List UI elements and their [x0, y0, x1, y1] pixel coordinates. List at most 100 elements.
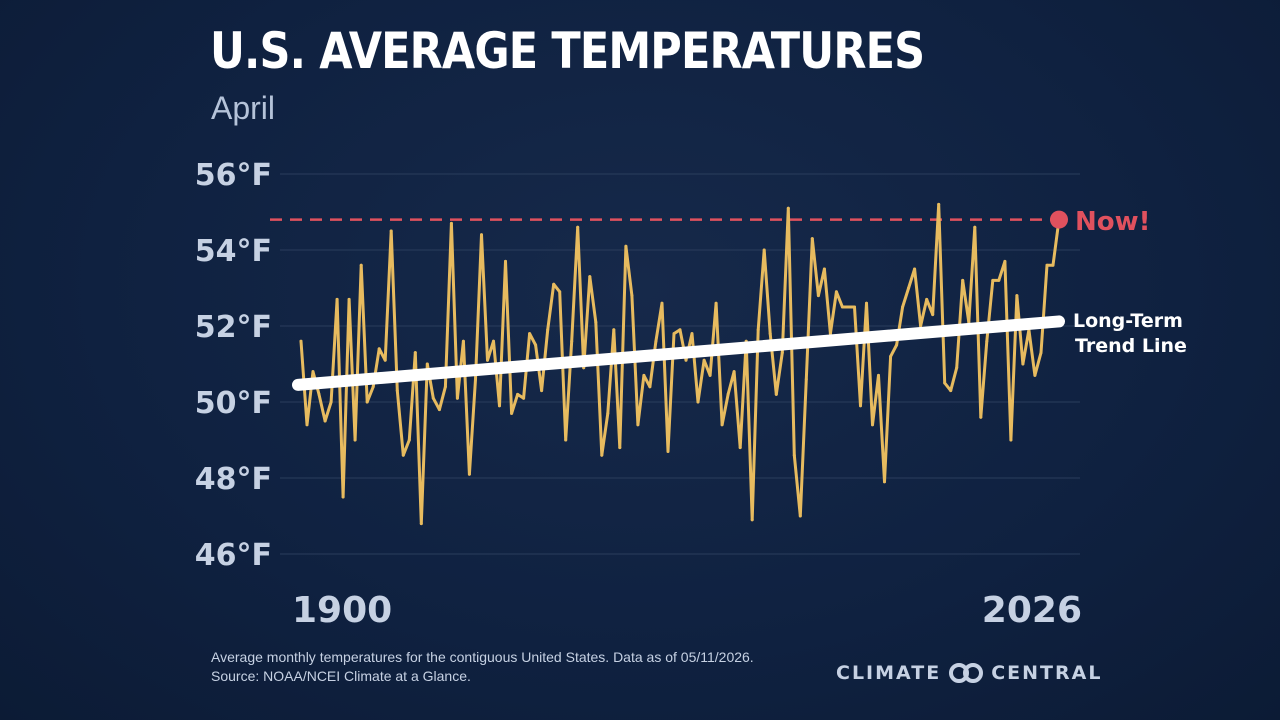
- footnote: Average monthly temperatures for the con…: [211, 648, 754, 686]
- data-point: [648, 385, 652, 389]
- data-point: [738, 446, 742, 450]
- grid-lines: [280, 173, 1080, 555]
- brand-text-right: CENTRAL: [991, 662, 1103, 684]
- data-point: [949, 389, 953, 393]
- data-point: [624, 244, 628, 248]
- data-point: [985, 339, 989, 343]
- data-point: [630, 294, 634, 298]
- data-point: [955, 366, 959, 370]
- data-point: [383, 358, 387, 362]
- data-point: [323, 419, 327, 423]
- data-point: [612, 328, 616, 332]
- footnote-line-2: Source: NOAA/NCEI Climate at a Glance.: [211, 668, 471, 684]
- data-point: [828, 332, 832, 336]
- y-tick-label: 54°F: [195, 234, 272, 269]
- data-point: [516, 392, 520, 396]
- data-point: [913, 267, 917, 271]
- y-tick-label: 52°F: [195, 310, 272, 345]
- data-point: [714, 301, 718, 305]
- data-point: [786, 206, 790, 210]
- data-point: [943, 381, 947, 385]
- data-point: [1039, 351, 1043, 355]
- data-point: [750, 518, 754, 522]
- data-point: [389, 229, 393, 233]
- data-point: [907, 286, 911, 290]
- series-data-points: [299, 202, 1061, 526]
- data-point: [401, 453, 405, 457]
- data-point: [1015, 294, 1019, 298]
- data-point: [756, 328, 760, 332]
- data-point: [678, 328, 682, 332]
- data-point: [407, 438, 411, 442]
- long-term-trend-line: [292, 315, 1065, 391]
- data-point: [690, 332, 694, 336]
- data-point: [895, 343, 899, 347]
- y-tick-label: 56°F: [195, 158, 272, 193]
- data-point: [883, 480, 886, 484]
- data-point: [654, 339, 658, 343]
- data-point: [425, 362, 429, 366]
- data-point: [413, 351, 417, 355]
- data-point: [973, 225, 977, 229]
- data-point: [437, 408, 441, 412]
- data-point: [937, 202, 941, 206]
- page-title: U.S. AVERAGE TEMPERATURES: [210, 22, 925, 80]
- data-point: [925, 297, 929, 301]
- data-point: [588, 275, 592, 279]
- data-point: [395, 389, 399, 393]
- data-point: [618, 446, 622, 450]
- trend-label-line2: Trend Line: [1075, 335, 1187, 357]
- data-point: [997, 278, 1001, 282]
- data-point: [853, 305, 856, 309]
- data-point: [859, 404, 862, 408]
- data-point: [443, 385, 447, 389]
- x-tick-label: 1900: [292, 590, 392, 631]
- data-point: [329, 400, 333, 404]
- data-point: [546, 328, 550, 332]
- data-point: [1021, 362, 1025, 366]
- data-point: [774, 392, 778, 396]
- data-point: [672, 332, 676, 336]
- data-point: [594, 320, 598, 324]
- footnote-line-1: Average monthly temperatures for the con…: [211, 649, 754, 665]
- data-point: [299, 339, 303, 343]
- data-point: [558, 290, 562, 294]
- climate-central-logo-icon: [949, 663, 984, 683]
- data-point: [335, 297, 339, 301]
- data-point: [684, 358, 688, 362]
- data-point: [810, 237, 814, 241]
- data-point: [991, 278, 995, 282]
- data-point: [467, 472, 471, 476]
- data-point: [341, 495, 345, 499]
- data-point: [449, 221, 453, 225]
- data-point: [666, 449, 670, 453]
- brand-text-left: CLIMATE: [836, 662, 942, 684]
- data-point: [846, 305, 850, 309]
- y-tick-label: 50°F: [195, 386, 272, 421]
- data-point: [1045, 263, 1049, 267]
- data-point: [461, 339, 465, 343]
- data-point: [804, 377, 808, 381]
- data-point: [901, 305, 905, 309]
- data-point: [732, 370, 736, 374]
- page-subtitle: April: [211, 90, 276, 126]
- data-point: [1003, 259, 1007, 263]
- data-point: [359, 263, 363, 267]
- y-tick-label: 46°F: [195, 538, 272, 573]
- data-point: [564, 438, 568, 442]
- data-point: [480, 233, 483, 237]
- data-point: [431, 396, 435, 400]
- data-point: [696, 400, 700, 404]
- data-point: [353, 438, 357, 442]
- data-point: [871, 423, 874, 427]
- data-point: [798, 514, 802, 518]
- data-point: [1051, 263, 1055, 267]
- data-point: [961, 278, 965, 282]
- data-point: [522, 396, 526, 400]
- data-point: [347, 297, 351, 301]
- data-point: [1009, 438, 1013, 442]
- y-axis-ticks: 46°F 48°F 50°F 52°F 54°F 56°F: [195, 158, 272, 573]
- data-point: [317, 392, 321, 396]
- data-point: [720, 423, 724, 427]
- data-point: [474, 377, 477, 381]
